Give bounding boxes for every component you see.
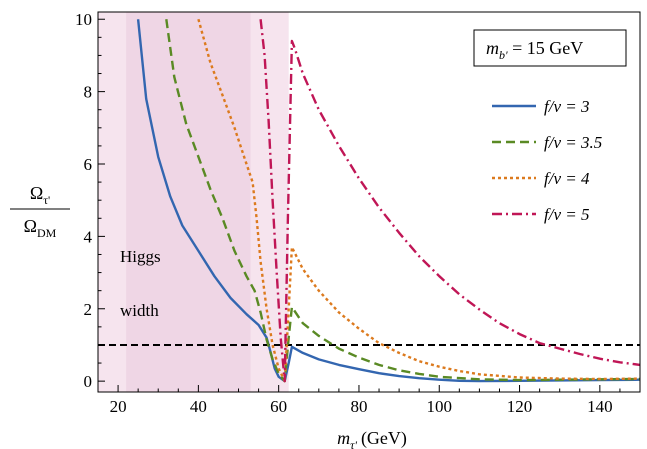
legend-label-f-v-4: f/v = 4: [544, 169, 590, 188]
y-label-den-main: Ω: [24, 216, 37, 236]
mass-box-sub: b': [499, 48, 508, 62]
y-label-num-sub: τ': [43, 193, 50, 207]
svg-text:mb' = 15 GeV: mb' = 15 GeV: [486, 38, 583, 62]
y-tick-label-8: 8: [84, 83, 93, 102]
series-line-f-v-3-5: [165, 19, 641, 383]
mass-box-main: m: [486, 38, 499, 58]
x-tick-label-40: 40: [190, 397, 207, 416]
mass-box-frame: [473, 29, 627, 67]
annotation-width: width: [120, 301, 159, 320]
y-label-num-main: Ω: [30, 183, 43, 203]
series-line-f-v-5: [259, 19, 641, 383]
annotation-higgs: Higgs: [120, 247, 161, 266]
y-label-den-sub: DM: [37, 226, 57, 240]
y-tick-label-0: 0: [84, 372, 93, 391]
x-tick-label-140: 140: [587, 397, 613, 416]
legend: f/v = 3 f/v = 3.5 f/v = 4 f/v = 5: [492, 97, 602, 224]
x-tick-label-80: 80: [350, 397, 367, 416]
svg-text:ΩDM: ΩDM: [24, 216, 57, 240]
legend-label-f-v-3: f/v = 3: [544, 97, 589, 116]
y-axis-label: Ωτ' ΩDM: [10, 183, 70, 240]
svg-text:Ωτ': Ωτ': [30, 183, 50, 207]
series-layer: [136, 18, 641, 383]
tick-layer: 20 40 60 80 100 120 140 0 2 4 6 8 10: [75, 10, 641, 416]
mass-box-rest: = 15 GeV: [508, 38, 584, 58]
series-line-f-v-3: [136, 19, 641, 383]
x-label-main: m: [337, 428, 350, 448]
legend-label-f-v-3-5: f/v = 3.5: [544, 133, 602, 152]
x-tick-label-60: 60: [270, 397, 287, 416]
band-layer: [98, 12, 289, 392]
x-tick-label-20: 20: [110, 397, 127, 416]
higgs-width-band-1: [126, 12, 251, 392]
x-label-unit: (GeV): [361, 428, 407, 449]
series-line-f-v-4: [197, 18, 641, 383]
x-axis-label: mτ' (GeV): [337, 428, 407, 449]
y-tick-label-4: 4: [84, 227, 93, 246]
x-label-sub: τ': [350, 438, 357, 449]
y-tick-label-10: 10: [75, 10, 92, 29]
legend-label-f-v-5: f/v = 5: [544, 205, 589, 224]
x-tick-label-100: 100: [427, 397, 453, 416]
plot-frame: [97, 11, 641, 393]
y-tick-label-6: 6: [84, 155, 93, 174]
mass-box: mb' = 15 GeV: [473, 29, 627, 67]
y-tick-label-2: 2: [84, 300, 93, 319]
x-tick-label-120: 120: [507, 397, 533, 416]
